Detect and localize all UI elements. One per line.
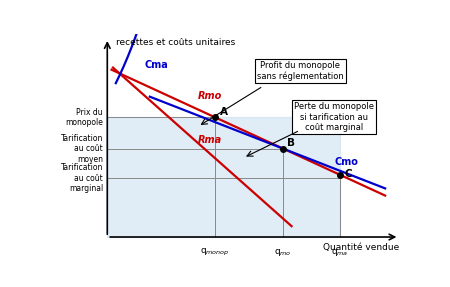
Text: q$_{mo}$: q$_{mo}$ bbox=[274, 247, 292, 258]
Text: Tarification
au coût
moyen: Tarification au coût moyen bbox=[61, 134, 103, 164]
Text: Tarification
au coût
marginal: Tarification au coût marginal bbox=[61, 163, 103, 193]
Text: Rma: Rma bbox=[198, 135, 222, 145]
Text: Quantité vendue: Quantité vendue bbox=[323, 243, 399, 253]
Text: Rmo: Rmo bbox=[198, 91, 222, 101]
Text: Cma: Cma bbox=[144, 60, 168, 69]
Text: Cmo: Cmo bbox=[334, 157, 358, 167]
Text: A: A bbox=[220, 106, 228, 117]
Text: Prix du
monopole: Prix du monopole bbox=[65, 108, 103, 127]
Text: Perte du monopole
si tarification au
coût marginal: Perte du monopole si tarification au coû… bbox=[294, 102, 374, 132]
Text: recettes et coûts unitaires: recettes et coûts unitaires bbox=[116, 38, 235, 47]
Text: C: C bbox=[344, 168, 351, 179]
Text: B: B bbox=[288, 138, 295, 148]
Text: q$_{monop}$: q$_{monop}$ bbox=[200, 247, 230, 258]
Text: Profit du monopole
sans réglementation: Profit du monopole sans réglementation bbox=[256, 61, 343, 81]
Text: q$_{ma}$: q$_{ma}$ bbox=[331, 247, 348, 258]
